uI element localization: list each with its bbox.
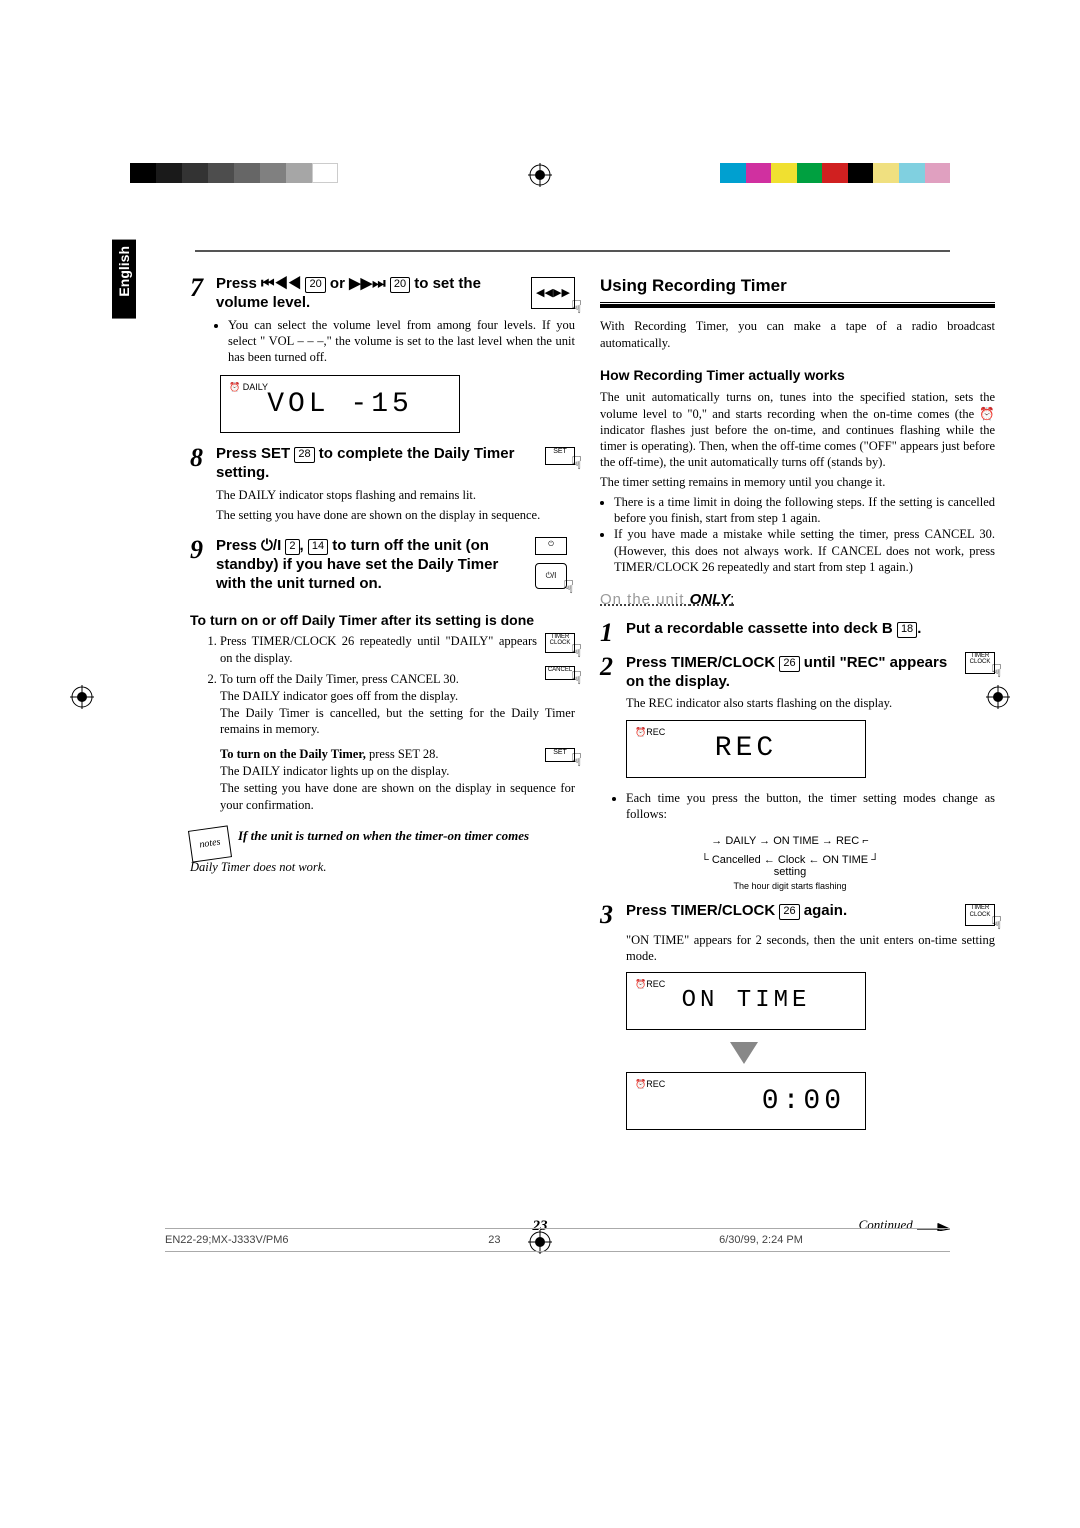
heading-rule (600, 302, 995, 308)
step-number: 3 (600, 902, 626, 928)
cancel-button-diagram: CANCEL☟ (545, 666, 575, 680)
notes-icon: notes (188, 825, 232, 862)
registration-mark-top (528, 163, 552, 187)
step-7: 7 Press ⏮◀◀ 20 or ▶▶⏭ 20 to set the volu… (190, 275, 523, 313)
bullet-item: There is a time limit in doing the follo… (614, 494, 995, 527)
power-standby-diagram: ⏻ (535, 537, 567, 555)
set-button-diagram-2: SET☟ (545, 748, 575, 762)
step-3-body: "ON TIME" appears for 2 seconds, then th… (626, 932, 995, 965)
step-title: Press TIMER/CLOCK 26 again. (626, 902, 957, 928)
hand-icon: ☟ (991, 912, 1002, 935)
step-title: Put a recordable cassette into deck B 18… (626, 620, 995, 646)
how-heading: How Recording Timer actually works (600, 367, 995, 385)
page-content: English ◀◀ ▶▶ ☟ 7 Press ⏮◀◀ 20 or ▶▶⏭ 20… (130, 245, 950, 1205)
step-title: Press SET 28 to complete the Daily Timer… (216, 445, 537, 483)
timer-clock-button-diagram: TIMERCLOCK☟ (545, 633, 575, 653)
step-8-body: The DAILY indicator stops flashing and r… (216, 487, 575, 503)
right-column: Using Recording Timer With Recording Tim… (600, 275, 995, 1142)
timer-clock-button-diagram: TIMERCLOCK☟ (965, 652, 995, 674)
registration-mark-left (70, 685, 94, 709)
lcd-tag: ⏰ DAILY (229, 382, 268, 393)
lcd-display-on-time: ⏰REC ON TIME (626, 972, 866, 1030)
hand-icon: ☟ (571, 452, 582, 475)
timer-clock-button-diagram: TIMERCLOCK☟ (965, 904, 995, 926)
lcd-display-rec: ⏰REC REC (626, 720, 866, 778)
lcd-text: VOL -15 (267, 387, 413, 422)
set-button-diagram: SET ☟ (545, 447, 575, 465)
hand-icon: ☟ (563, 576, 574, 599)
footer-date: 6/30/99, 2:24 PM (719, 1234, 950, 1246)
step-3-rec: 3 Press TIMER/CLOCK 26 again. (600, 902, 957, 928)
hand-icon: ☟ (571, 667, 582, 690)
section-heading: Using Recording Timer (600, 275, 995, 296)
print-footer: EN22-29;MX-J333V/PM6 23 6/30/99, 2:24 PM (165, 1228, 950, 1252)
step-title: Press ⏮◀◀ 20 or ▶▶⏭ 20 to set the volume… (216, 275, 523, 313)
step-8-body: The setting you have done are shown on t… (216, 507, 575, 523)
notes-subtitle: Daily Timer does not work. (190, 860, 575, 876)
language-tab: English (112, 240, 136, 319)
hand-icon: ☟ (571, 640, 582, 663)
step-title: Press TIMER/CLOCK 26 until "REC" appears… (626, 654, 957, 692)
list-item: Press TIMER/CLOCK 26 repeatedly until "D… (220, 633, 575, 667)
timer-mode-cycle-diagram: → DAILY → ON TIME → REC ⌐ └ Cancelled ← … (650, 832, 930, 892)
step-title: Press ⏻/I 2, 14 to turn off the unit (on… (216, 537, 527, 593)
lcd-display-0-00: ⏰REC 0:00 (626, 1072, 866, 1130)
hand-icon: ☟ (571, 296, 582, 319)
lcd-text: REC (715, 731, 777, 766)
step-9: 9 Press ⏻/I 2, 14 to turn off the unit (… (190, 537, 527, 593)
step-number: 2 (600, 654, 626, 692)
power-on-diagram: ⏻/I☟ (535, 563, 567, 589)
lcd-tag: ⏰REC (635, 979, 665, 990)
list-item: To turn off the Daily Timer, press CANCE… (220, 671, 575, 739)
intro-text: With Recording Timer, you can make a tap… (600, 318, 995, 351)
lcd-text: ON TIME (682, 986, 811, 1016)
how-bullets: There is a time limit in doing the follo… (602, 494, 995, 575)
step-number: 7 (190, 275, 216, 313)
arrow-down-icon (730, 1042, 758, 1064)
how-body: The unit automatically turns on, tunes i… (600, 389, 995, 470)
bullet-item: You can select the volume level from amo… (228, 317, 575, 366)
left-column: ◀◀ ▶▶ ☟ 7 Press ⏮◀◀ 20 or ▶▶⏭ 20 to set … (190, 275, 575, 875)
step-number: 1 (600, 620, 626, 646)
toggle-daily-steps: Press TIMER/CLOCK 26 repeatedly until "D… (206, 633, 575, 738)
prev-next-button-diagram: ◀◀ ▶▶ ☟ (531, 277, 575, 309)
on-unit-only-label: On the unit ONLY: (600, 591, 995, 610)
lcd-tag: ⏰REC (635, 727, 665, 738)
lcd-tag: ⏰REC (635, 1079, 665, 1090)
content-top-rule (195, 250, 950, 252)
registration-greyscale-bar (130, 163, 340, 183)
lcd-display-vol: ⏰ DAILY VOL -15 (220, 375, 460, 433)
notes-box: notes If the unit is turned on when the … (190, 828, 575, 860)
step-7-bullets: You can select the volume level from amo… (216, 317, 575, 366)
bullet-item: If you have made a mistake while setting… (614, 526, 995, 575)
footer-page: 23 (488, 1234, 719, 1246)
step-2-body: The REC indicator also starts flashing o… (626, 695, 995, 711)
step-number: 9 (190, 537, 216, 593)
registration-color-bar (720, 163, 950, 183)
notes-title: If the unit is turned on when the timer-… (238, 828, 529, 844)
step-1-rec: 1 Put a recordable cassette into deck B … (600, 620, 995, 646)
step-2-bullets: Each time you press the button, the time… (614, 790, 995, 823)
power-button-diagram-group: ⏻ ⏻/I☟ (527, 537, 575, 589)
step-number: 8 (190, 445, 216, 483)
turn-on-daily-text: To turn on the Daily Timer, press SET 28… (220, 746, 575, 814)
footer-filename: EN22-29;MX-J333V/PM6 (165, 1234, 488, 1246)
step-8: 8 Press SET 28 to complete the Daily Tim… (190, 445, 537, 483)
step-2-rec: 2 Press TIMER/CLOCK 26 until "REC" appea… (600, 654, 957, 692)
hand-icon: ☟ (991, 660, 1002, 683)
how-body-2: The timer setting remains in memory unti… (600, 474, 995, 490)
sub-heading-toggle-daily: To turn on or off Daily Timer after its … (190, 612, 575, 630)
bullet-item: Each time you press the button, the time… (626, 790, 995, 823)
hand-icon: ☟ (571, 749, 582, 772)
